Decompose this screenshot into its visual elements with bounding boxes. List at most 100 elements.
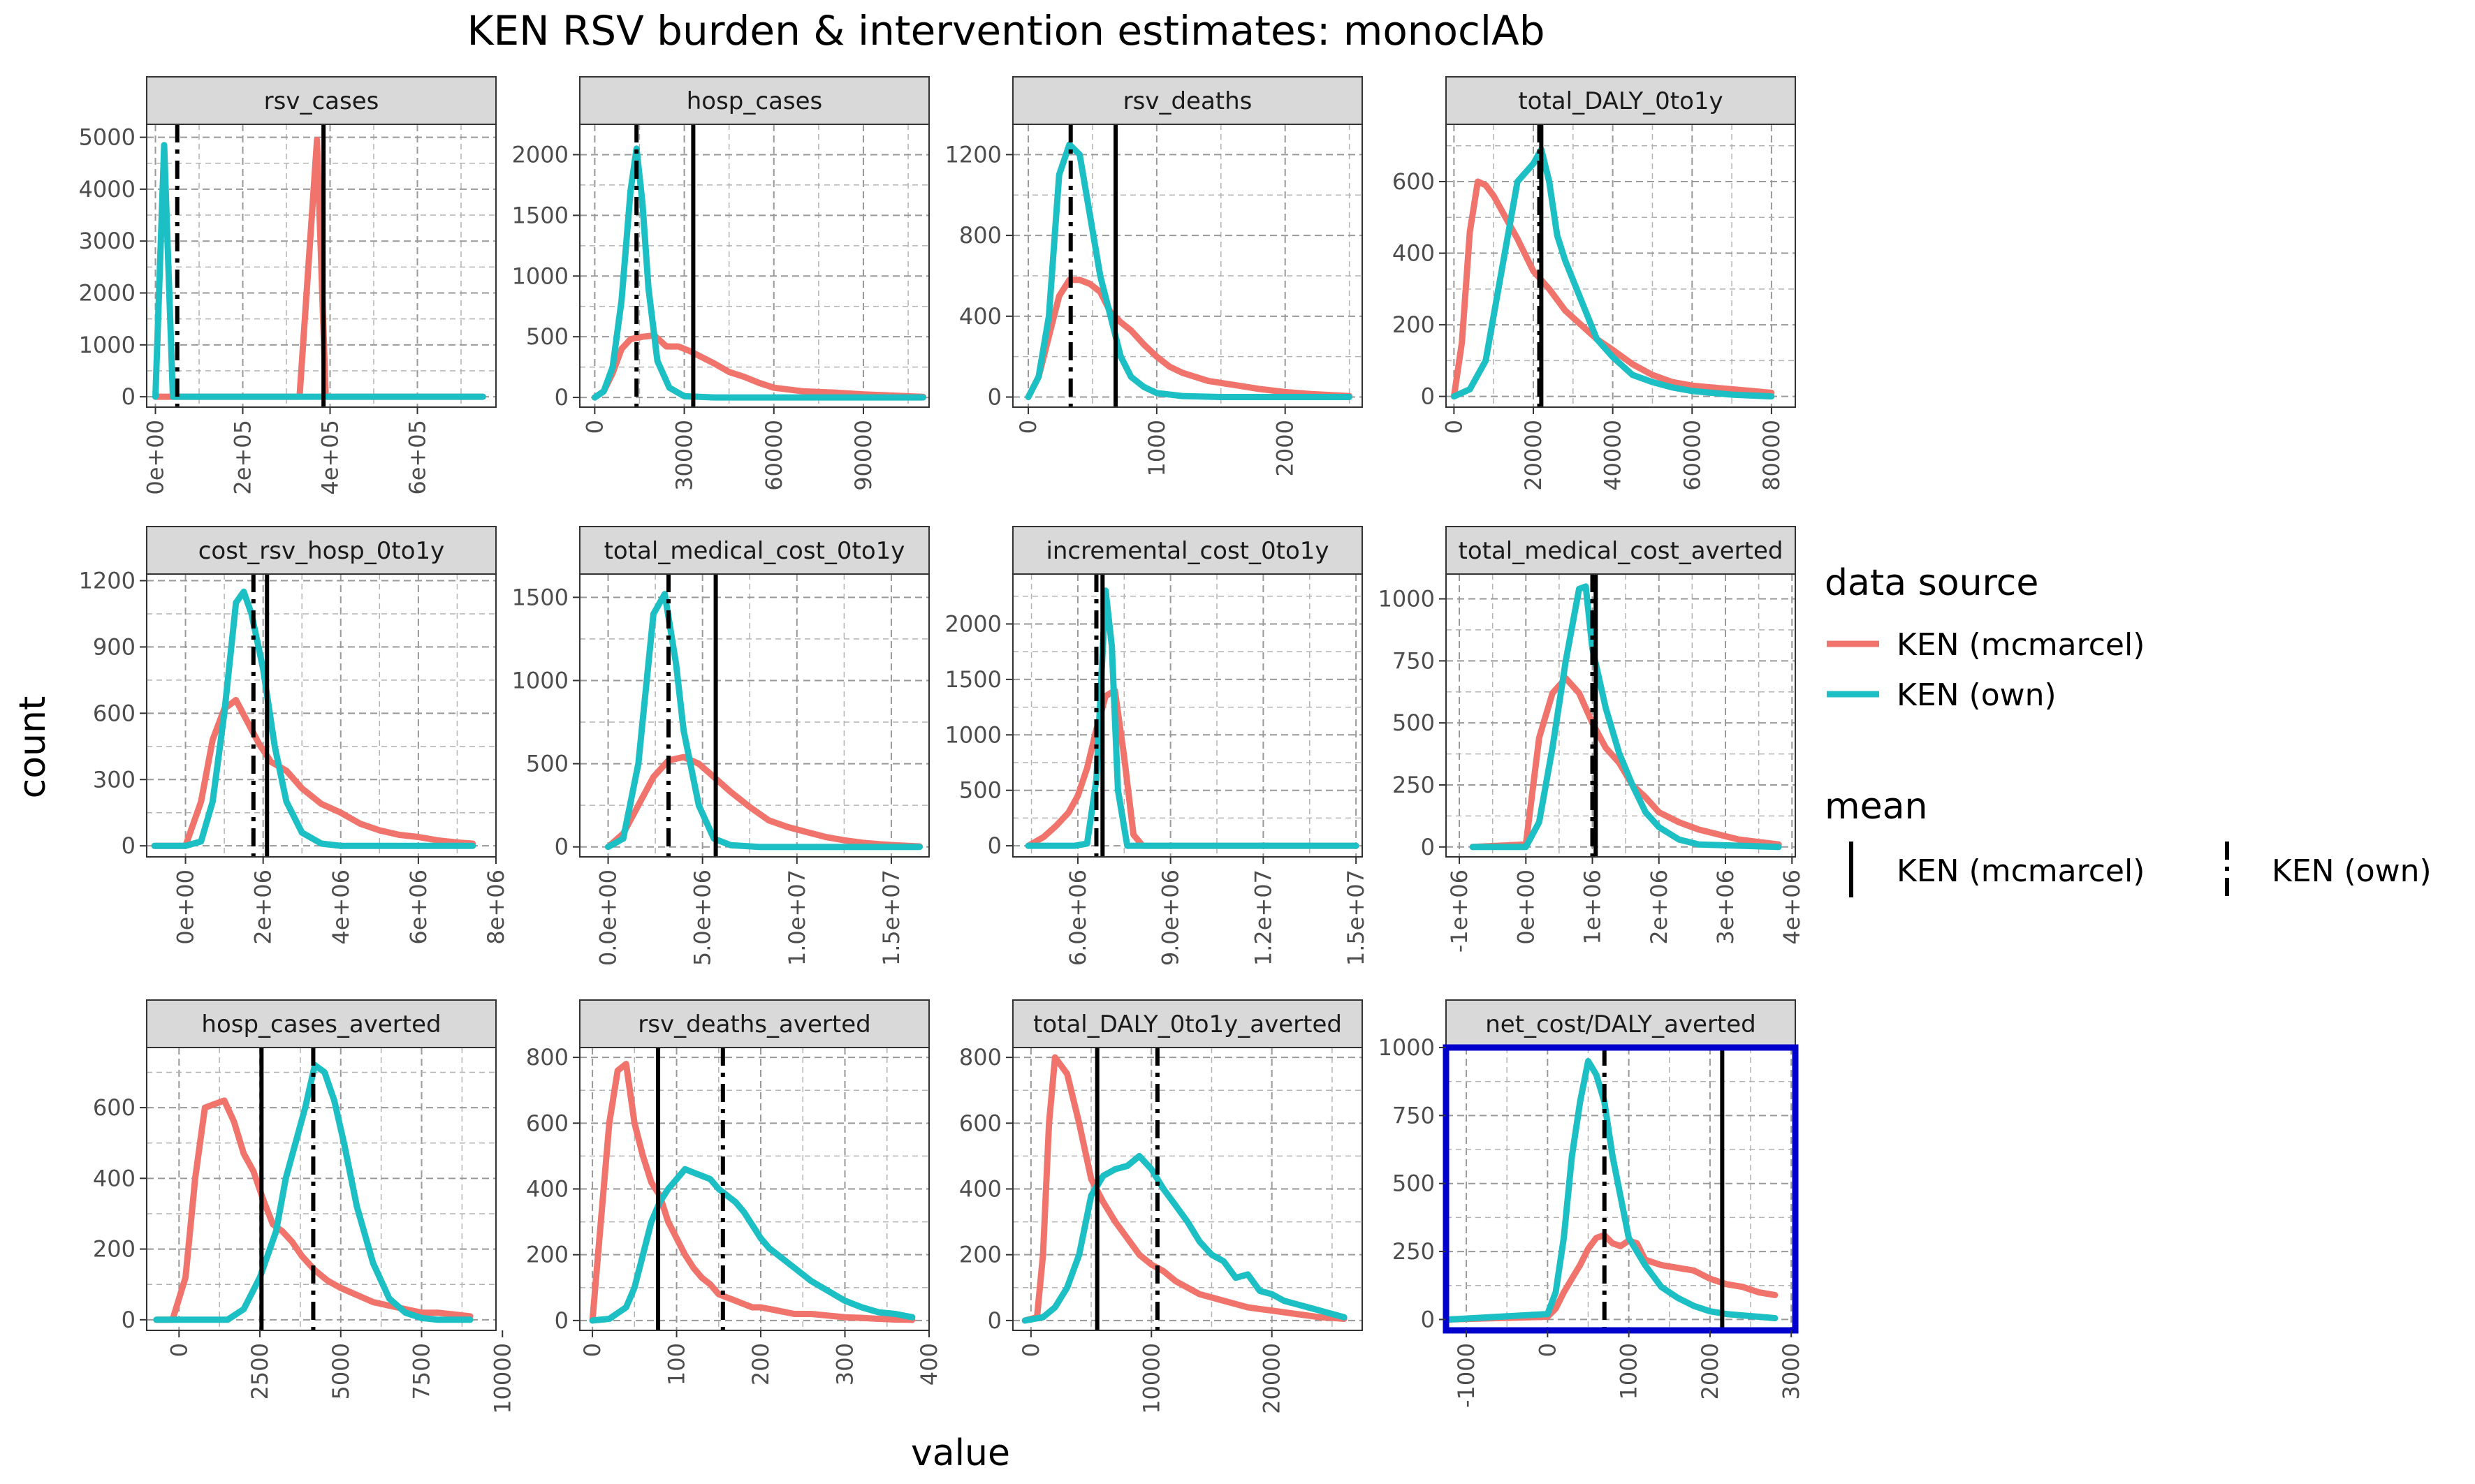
x-tick-label: -1000 [1453,1343,1480,1408]
x-tick-label: 40000 [1600,420,1626,491]
y-tick-label: 500 [1392,710,1435,736]
x-tick-label: 2e+06 [250,869,277,945]
x-tick-label: -1e+06 [1446,869,1473,953]
y-tick-label: 400 [959,303,1002,330]
y-tick-label: 600 [526,1110,569,1136]
strip-background [579,999,930,1048]
series-line-own [1450,146,1775,400]
series-line-mcmarcel [1450,178,1775,400]
strip-background [1445,526,1796,575]
y-tick-label: 400 [526,1176,569,1203]
x-tick-label: 4e+06 [328,869,354,945]
series-line-mcmarcel [1021,1054,1348,1324]
y-tick-label: 200 [1392,311,1435,338]
x-axis-title: value [911,1432,1010,1474]
panel-border [146,1047,497,1331]
y-tick-label: 200 [93,1236,136,1263]
strip-background [1445,76,1796,125]
x-tick-label: 20000 [1259,1343,1285,1414]
x-tick-label: 0.0e+00 [595,869,622,966]
strip-background [146,526,497,575]
x-tick-label: 20000 [1520,420,1547,491]
y-tick-label: 0 [122,1307,136,1333]
panel-hosp-cases-averted: hosp_cases_averted 0 200 400 600 0 2500 5000 750… [93,999,516,1414]
strip-background [146,999,497,1048]
x-tick-label: 1e+06 [1579,869,1606,945]
x-tick-label: 400 [916,1343,942,1386]
y-tick-label: 750 [1392,1102,1435,1129]
series-line-mcmarcel [591,332,926,401]
panel-border [1012,573,1363,858]
x-tick-label: 1000 [1616,1343,1642,1399]
y-tick-label: 0 [555,834,569,860]
legend-mean-title: mean [1825,786,1927,828]
panel-border [579,124,930,408]
y-tick-label: 1000 [945,721,1002,748]
legend-source-label-mcmarcel: KEN (mcmarcel) [1897,627,2145,663]
y-tick-label: 0 [1421,834,1435,860]
legend: data source KEN (mcmarcel) KEN (own) mea… [1825,562,2432,897]
y-tick-label: 800 [526,1044,569,1071]
gridlines [1446,124,1795,407]
x-tick-label: 1000 [1144,420,1170,476]
series-line-mcmarcel [605,754,923,851]
panel-incremental-cost-0to1y: incremental_cost_0to1y 0 500 1000 1500 2000 6.… [945,526,1369,966]
y-tick-label: 400 [1392,240,1435,267]
y-tick-label: 1000 [79,332,136,358]
x-tick-label: 2000 [1697,1343,1723,1399]
y-tick-label: 4000 [79,176,136,203]
x-tick-label: 0 [581,420,608,434]
x-tick-label: 0 [579,1343,606,1357]
x-tick-label: 8e+06 [483,869,509,945]
series-line-own [589,1166,916,1324]
legend-source-title: data source [1825,562,2038,604]
y-tick-label: 0 [555,1307,569,1334]
y-tick-label: 0 [1421,383,1435,410]
strip-label: net_cost/DALY_averted [1485,1011,1756,1038]
panel-border [579,573,930,858]
y-tick-label: 1000 [1378,586,1435,612]
y-tick-label: 2000 [79,280,136,307]
y-tick-label: 900 [93,633,136,660]
series-line-mcmarcel [589,1061,916,1324]
strip-label: total_medical_cost_averted [1458,537,1783,565]
strip-label: cost_rsv_hosp_0to1y [198,537,445,565]
x-tick-label: 2e+05 [230,420,256,495]
gridlines [580,574,929,857]
y-tick-label: 5000 [79,124,136,151]
chart-title: KEN RSV burden & intervention estimates:… [467,7,1545,54]
strip-label: total_DALY_0to1y [1518,87,1723,115]
x-tick-label: 0e+00 [1512,869,1539,945]
panel-rsv-deaths-averted: rsv_deaths_averted 0 200 400 600 800 0 100 200 30… [526,999,942,1386]
y-tick-label: 0 [988,832,1002,859]
panel-hosp-cases: hosp_cases 0 500 1000 1500 2000 0 30000 60000 900… [512,76,930,491]
series-line-own [1025,587,1359,849]
x-tick-label: 1.5e+07 [1343,869,1369,966]
panel-border [1012,124,1363,408]
panel-border [1445,573,1796,858]
x-tick-label: 1.2e+07 [1250,869,1276,966]
x-tick-label: 6e+06 [405,869,432,945]
x-tick-label: 100 [664,1343,690,1386]
panel-total-medical-cost-0to1y: total_medical_cost_0to1y 0 500 1000 1500 0.0e… [512,526,930,966]
y-tick-label: 400 [93,1165,136,1191]
y-tick-label: 750 [1392,647,1435,674]
y-tick-label: 1000 [512,667,569,693]
x-tick-label: 5000 [328,1343,354,1399]
x-tick-label: 4e+05 [317,420,344,495]
x-tick-label: 0 [1534,1343,1561,1357]
panel-total-daly-0to1y: total_DALY_0to1y 0 200 400 600 0 20000 40000 600… [1392,76,1796,491]
panel-background [147,1048,496,1330]
strip-background [1445,999,1796,1048]
x-tick-label: 60000 [1679,420,1705,491]
y-tick-label: 500 [1392,1170,1435,1197]
x-tick-label: 0 [166,1343,192,1357]
legend-mean-label-mcmarcel: KEN (mcmarcel) [1897,853,2145,889]
x-tick-label: 80000 [1758,420,1785,491]
series-line-own [1469,583,1782,851]
strip-label: rsv_deaths [1123,87,1253,115]
y-tick-label: 0 [1421,1306,1435,1332]
y-tick-label: 250 [1392,1238,1435,1265]
x-tick-label: 10000 [489,1343,516,1414]
series-line-own [1021,1152,1348,1324]
